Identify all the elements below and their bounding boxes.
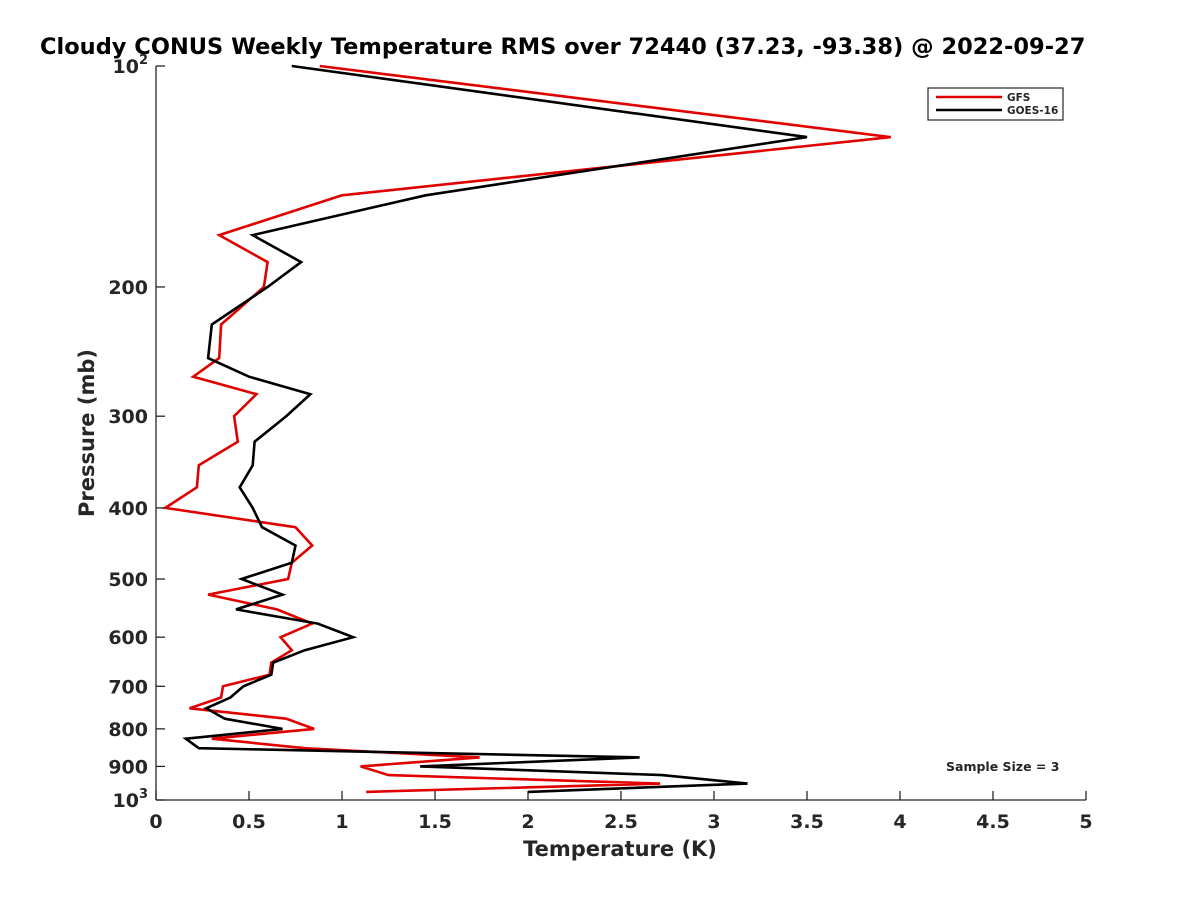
y-tick-label: 103 bbox=[113, 787, 149, 812]
y-tick-label: 600 bbox=[108, 627, 148, 649]
x-tick-label: 4 bbox=[893, 811, 906, 833]
sample-size-annotation: Sample Size = 3 bbox=[946, 759, 1059, 774]
legend-label-gfs: GFS bbox=[1007, 92, 1030, 104]
y-tick-label: 700 bbox=[108, 676, 148, 698]
x-tick-label: 0.5 bbox=[232, 811, 266, 833]
x-tick-label: 3 bbox=[707, 811, 720, 833]
y-tick-label: 102 bbox=[113, 53, 149, 78]
x-tick-label: 1 bbox=[335, 811, 348, 833]
x-tick-label: 1.5 bbox=[418, 811, 452, 833]
x-axis-ticks: 0 0.5 1 1.5 2 2.5 3 3.5 4 4.5 5 bbox=[149, 791, 1093, 833]
y-axis-ticks: 102 200 300 400 500 600 700 800 900 103 bbox=[108, 53, 165, 812]
y-tick-label: 800 bbox=[108, 719, 148, 741]
x-axis-label: Temperature (K) bbox=[523, 837, 717, 861]
y-tick-label: 900 bbox=[108, 756, 148, 778]
legend-label-goes16: GOES-16 bbox=[1007, 105, 1058, 117]
y-tick-label: 500 bbox=[108, 569, 148, 591]
y-axis-label: Pressure (mb) bbox=[75, 349, 99, 517]
x-tick-label: 3.5 bbox=[790, 811, 824, 833]
series-line-goes16 bbox=[182, 64, 808, 794]
series-layer bbox=[161, 64, 891, 794]
y-tick-label: 200 bbox=[108, 277, 148, 299]
x-tick-label: 2.5 bbox=[604, 811, 638, 833]
x-tick-label: 5 bbox=[1079, 811, 1092, 833]
x-tick-label: 2 bbox=[521, 811, 534, 833]
legend: GFS GOES-16 bbox=[927, 87, 1064, 121]
series-line-gfs bbox=[161, 64, 891, 794]
chart-title: Cloudy CONUS Weekly Temperature RMS over… bbox=[40, 34, 1085, 60]
y-tick-label: 300 bbox=[108, 406, 148, 428]
legend-box bbox=[927, 87, 1064, 121]
y-tick-label: 400 bbox=[108, 498, 148, 520]
x-tick-label: 0 bbox=[149, 811, 162, 833]
x-tick-label: 4.5 bbox=[976, 811, 1010, 833]
